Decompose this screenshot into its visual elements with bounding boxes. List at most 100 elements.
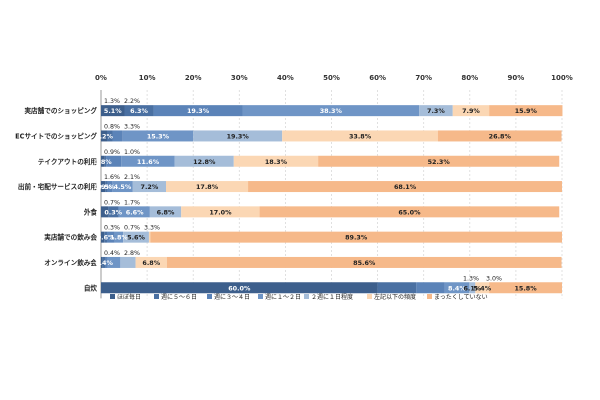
- bar-segment: [106, 231, 115, 243]
- category-label: ECサイトでのショッピング: [15, 131, 97, 140]
- bar-segment: [102, 256, 106, 268]
- legend-swatch: [427, 294, 432, 299]
- legend-label: ほぼ毎日: [117, 293, 141, 301]
- x-tick-label: 20%: [185, 74, 202, 82]
- bar-segment: [105, 256, 108, 268]
- callout-label: 1.6%: [104, 174, 120, 181]
- bar-segment: [242, 105, 420, 117]
- data-label: 52.3%: [428, 158, 451, 166]
- data-label: 1.8%: [110, 234, 128, 242]
- data-label: 33.8%: [349, 132, 372, 140]
- bar-segment: [318, 155, 560, 167]
- bar-segment: [105, 181, 108, 193]
- data-label: 6.8%: [142, 259, 160, 267]
- bar-segment: [475, 282, 490, 294]
- callout-label: 1.0%: [124, 149, 140, 156]
- bar-segment: [104, 155, 107, 167]
- legend-swatch: [258, 294, 263, 299]
- category-label: テイクアウトの利用: [38, 157, 97, 166]
- bar-segment: [101, 105, 125, 117]
- bar-segment: [150, 231, 562, 243]
- x-tick-label: 70%: [415, 74, 432, 82]
- data-label: 65.0%: [398, 208, 421, 216]
- callout-label: 0.4%: [104, 250, 120, 257]
- data-label: 26.8%: [489, 132, 512, 140]
- legend-swatch: [304, 294, 309, 299]
- bar-segment: [120, 256, 136, 268]
- data-label: 7.3%: [427, 107, 445, 115]
- bar-segment: [416, 282, 445, 294]
- data-label: 15.9%: [515, 107, 538, 115]
- legend-label: まったくしていない: [434, 294, 488, 301]
- data-label: 4.5%: [114, 183, 132, 191]
- bar-segment: [101, 282, 378, 294]
- callout-label: 3.0%: [486, 275, 502, 282]
- legend-swatch: [154, 294, 159, 299]
- data-label: 11.6%: [137, 158, 160, 166]
- bar-segment: [108, 206, 119, 218]
- data-label: 6.1%: [463, 284, 481, 292]
- x-tick-label: 60%: [369, 74, 386, 82]
- bar-segment: [437, 130, 562, 142]
- callout-label: 0.7%: [124, 225, 140, 232]
- x-tick-label: 100%: [551, 74, 573, 82]
- data-label: 85.6%: [353, 259, 376, 267]
- x-tick-label: 40%: [277, 74, 294, 82]
- legend-swatch: [110, 294, 115, 299]
- x-tick-label: 90%: [508, 74, 525, 82]
- bar-segment: [107, 181, 113, 193]
- data-label: 0.9%: [94, 183, 112, 191]
- bar-segment: [153, 105, 243, 117]
- legend-label: ２週に１日程度: [311, 293, 353, 301]
- bar-segment: [148, 231, 151, 243]
- callout-label: 0.9%: [104, 149, 120, 156]
- callout-label: 1.3%: [463, 275, 479, 282]
- bar-segment: [121, 155, 175, 167]
- bar-segment: [149, 206, 182, 218]
- bar-segment: [104, 231, 107, 243]
- bar-segment: [174, 155, 234, 167]
- bar-segment: [166, 181, 249, 193]
- bar-segment: [107, 256, 121, 268]
- bar-segment: [101, 181, 106, 193]
- data-label: 17.0%: [209, 208, 232, 216]
- bar-segment: [118, 206, 120, 218]
- data-label: 12.8%: [193, 158, 216, 166]
- bar-segment: [106, 155, 122, 167]
- data-label: 38.3%: [320, 107, 343, 115]
- callout-label: 3.3%: [144, 225, 160, 232]
- callout-label: 1.3%: [104, 98, 120, 105]
- legend-swatch: [207, 294, 212, 299]
- data-label: 0.4%: [95, 259, 113, 267]
- bar-segment: [233, 155, 319, 167]
- data-label: 1.2%: [95, 132, 113, 140]
- category-labels: 実店舗でのショッピング ECサイトでのショッピングテイクアウトの利用出前・宅配サー…: [15, 106, 97, 292]
- data-label: 5.4%: [473, 284, 491, 292]
- category-label: 出前・宅配サービスの利用: [18, 182, 97, 191]
- data-label: 0.5%: [97, 183, 115, 191]
- bar-segment: [123, 231, 149, 243]
- bar-segment: [377, 282, 417, 294]
- bar-segment: [112, 181, 133, 193]
- bar-segment: [101, 155, 105, 167]
- bar-segment: [112, 130, 123, 142]
- data-label: 7.2%: [141, 183, 159, 191]
- data-label: 5.6%: [127, 234, 145, 242]
- x-axis-ticks: 0% 10% 20% 30% 40% 50% 60% 70% 80% 90% 100%: [95, 74, 573, 82]
- data-label: 18.3%: [265, 158, 288, 166]
- category-label: 実店舗での飲み会: [44, 233, 97, 242]
- bar-segment: [101, 231, 105, 243]
- data-label: 17.8%: [196, 183, 219, 191]
- legend-label: 週に５～６日: [161, 293, 197, 301]
- bar-segment: [248, 181, 562, 193]
- bar-segment: [122, 130, 194, 142]
- bar-segment: [469, 282, 476, 294]
- callout-label: 2.1%: [124, 174, 140, 181]
- bar-segment: [101, 130, 107, 142]
- bar-segment: [452, 105, 490, 117]
- data-label: 0.8%: [94, 158, 112, 166]
- bar-segment: [181, 206, 260, 218]
- x-tick-label: 0%: [95, 74, 107, 82]
- bar-segment: [114, 231, 124, 243]
